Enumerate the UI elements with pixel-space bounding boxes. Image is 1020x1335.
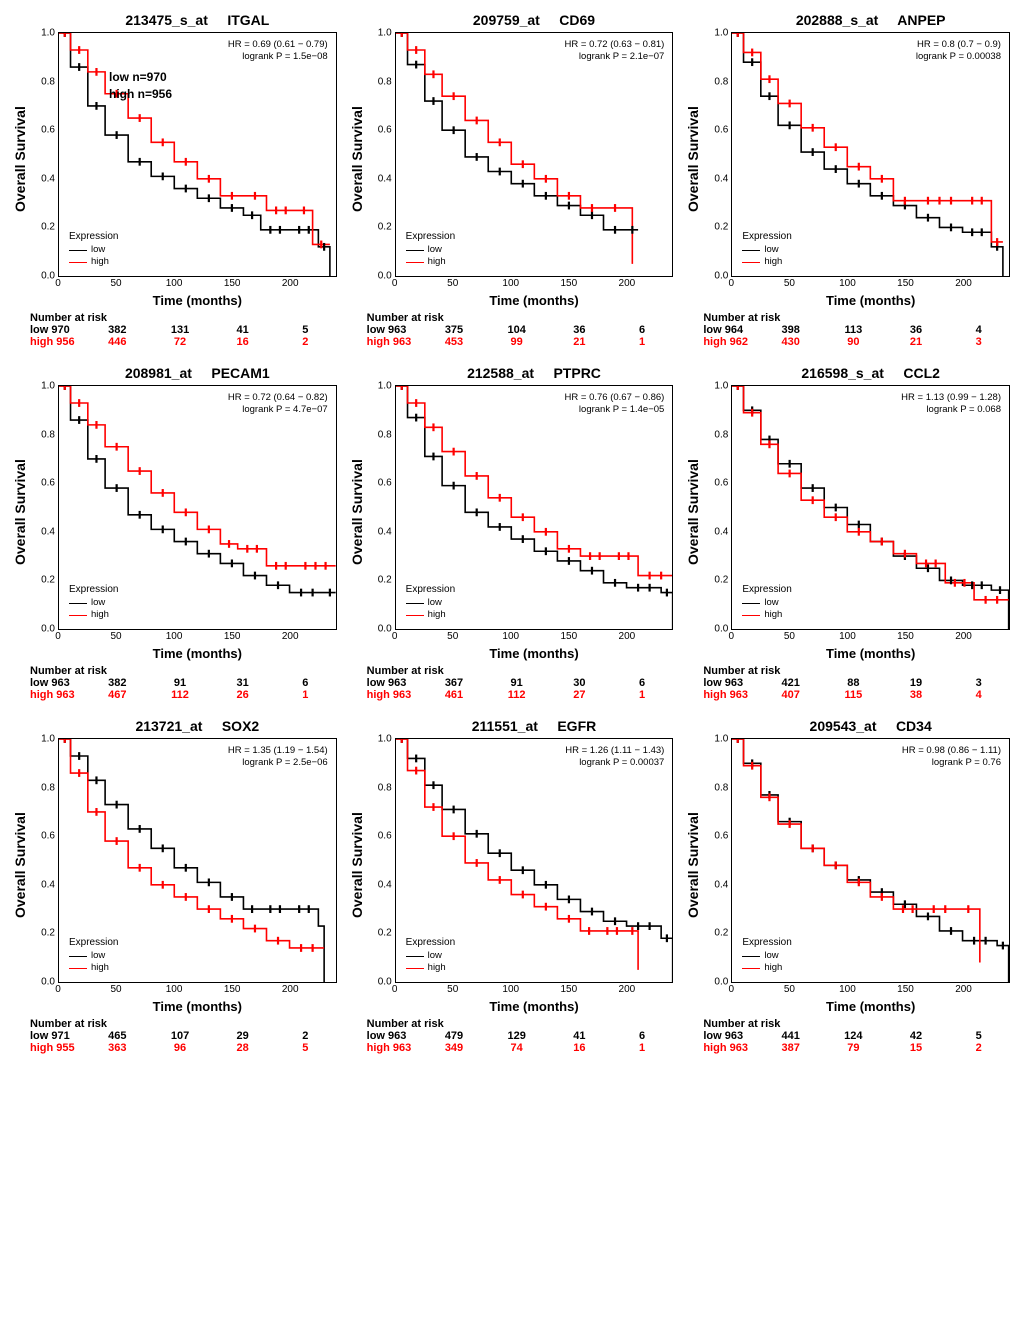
panel-title: 213475_s_at ITGAL	[58, 10, 337, 32]
y-ticks: 0.00.20.40.60.81.0	[704, 386, 730, 629]
y-axis-label: Overall Survival	[10, 716, 30, 1014]
x-axis-label: Time (months)	[58, 997, 337, 1014]
y-ticks: 0.00.20.40.60.81.0	[704, 33, 730, 276]
plot-area: 0.00.20.40.60.81.0 HR = 1.35 (1.19 − 1.5…	[58, 738, 337, 983]
cohort-note: low n=970high n=956	[109, 69, 172, 103]
y-axis-label: Overall Survival	[10, 363, 30, 661]
km-panel: Overall Survival 213721_at SOX2 0.00.20.…	[10, 716, 337, 1054]
y-axis-label: Overall Survival	[347, 10, 367, 308]
x-ticks: 050100150200	[395, 630, 674, 644]
x-axis-label: Time (months)	[395, 291, 674, 308]
y-axis-label: Overall Survival	[683, 363, 703, 661]
hr-stats: HR = 0.98 (0.86 − 1.11)logrank P = 0.76	[902, 745, 1001, 769]
x-ticks: 050100150200	[395, 277, 674, 291]
x-ticks: 050100150200	[395, 983, 674, 997]
km-plot-grid: Overall Survival 213475_s_at ITGAL 0.00.…	[10, 10, 1010, 1054]
number-at-risk: Number at risk low 970382131415 high 956…	[10, 312, 337, 348]
y-axis-label: Overall Survival	[683, 716, 703, 1014]
legend: Expression low high	[69, 937, 118, 974]
y-ticks: 0.00.20.40.60.81.0	[368, 33, 394, 276]
y-ticks: 0.00.20.40.60.81.0	[31, 33, 57, 276]
panel-title: 212588_at PTPRC	[395, 363, 674, 385]
hr-stats: HR = 0.8 (0.7 − 0.9)logrank P = 0.00038	[916, 39, 1001, 63]
x-ticks: 050100150200	[731, 983, 1010, 997]
x-axis-label: Time (months)	[731, 291, 1010, 308]
plot-area: 0.00.20.40.60.81.0 HR = 0.69 (0.61 − 0.7…	[58, 32, 337, 277]
x-axis-label: Time (months)	[395, 644, 674, 661]
plot-area: 0.00.20.40.60.81.0 HR = 1.26 (1.11 − 1.4…	[395, 738, 674, 983]
x-ticks: 050100150200	[58, 983, 337, 997]
x-ticks: 050100150200	[58, 277, 337, 291]
x-axis-label: Time (months)	[58, 291, 337, 308]
x-ticks: 050100150200	[731, 630, 1010, 644]
x-axis-label: Time (months)	[58, 644, 337, 661]
x-ticks: 050100150200	[58, 630, 337, 644]
legend: Expression low high	[742, 937, 791, 974]
plot-area: 0.00.20.40.60.81.0 HR = 0.76 (0.67 − 0.8…	[395, 385, 674, 630]
y-ticks: 0.00.20.40.60.81.0	[704, 739, 730, 982]
plot-area: 0.00.20.40.60.81.0 HR = 0.98 (0.86 − 1.1…	[731, 738, 1010, 983]
y-axis-label: Overall Survival	[347, 716, 367, 1014]
panel-title: 211551_at EGFR	[395, 716, 674, 738]
legend: Expression low high	[406, 584, 455, 621]
legend: Expression low high	[406, 231, 455, 268]
km-panel: Overall Survival 216598_s_at CCL2 0.00.2…	[683, 363, 1010, 701]
panel-title: 209759_at CD69	[395, 10, 674, 32]
legend: Expression low high	[69, 231, 118, 268]
hr-stats: HR = 0.72 (0.63 − 0.81)logrank P = 2.1e−…	[565, 39, 665, 63]
y-ticks: 0.00.20.40.60.81.0	[368, 739, 394, 982]
legend: Expression low high	[69, 584, 118, 621]
number-at-risk: Number at risk low 963441124425 high 963…	[683, 1018, 1010, 1054]
y-axis-label: Overall Survival	[683, 10, 703, 308]
km-panel: Overall Survival 211551_at EGFR 0.00.20.…	[347, 716, 674, 1054]
y-axis-label: Overall Survival	[347, 363, 367, 661]
legend: Expression low high	[742, 231, 791, 268]
plot-area: 0.00.20.40.60.81.0 HR = 0.8 (0.7 − 0.9)l…	[731, 32, 1010, 277]
km-panel: Overall Survival 209543_at CD34 0.00.20.…	[683, 716, 1010, 1054]
x-axis-label: Time (months)	[395, 997, 674, 1014]
panel-title: 208981_at PECAM1	[58, 363, 337, 385]
hr-stats: HR = 1.13 (0.99 − 1.28)logrank P = 0.068	[901, 392, 1001, 416]
number-at-risk: Number at risk low 96336791306 high 9634…	[347, 665, 674, 701]
x-axis-label: Time (months)	[731, 997, 1010, 1014]
hr-stats: HR = 0.69 (0.61 − 0.79)logrank P = 1.5e−…	[228, 39, 328, 63]
number-at-risk: Number at risk low 96342188193 high 9634…	[683, 665, 1010, 701]
km-panel: Overall Survival 213475_s_at ITGAL 0.00.…	[10, 10, 337, 348]
panel-title: 216598_s_at CCL2	[731, 363, 1010, 385]
panel-title: 213721_at SOX2	[58, 716, 337, 738]
km-panel: Overall Survival 209759_at CD69 0.00.20.…	[347, 10, 674, 348]
y-axis-label: Overall Survival	[10, 10, 30, 308]
panel-title: 202888_s_at ANPEP	[731, 10, 1010, 32]
plot-area: 0.00.20.40.60.81.0 HR = 1.13 (0.99 − 1.2…	[731, 385, 1010, 630]
legend: Expression low high	[742, 584, 791, 621]
y-ticks: 0.00.20.40.60.81.0	[368, 386, 394, 629]
number-at-risk: Number at risk low 96338291316 high 9634…	[10, 665, 337, 701]
number-at-risk: Number at risk low 963479129416 high 963…	[347, 1018, 674, 1054]
km-panel: Overall Survival 208981_at PECAM1 0.00.2…	[10, 363, 337, 701]
hr-stats: HR = 1.35 (1.19 − 1.54)logrank P = 2.5e−…	[228, 745, 328, 769]
number-at-risk: Number at risk low 963375104366 high 963…	[347, 312, 674, 348]
plot-area: 0.00.20.40.60.81.0 HR = 0.72 (0.63 − 0.8…	[395, 32, 674, 277]
x-axis-label: Time (months)	[731, 644, 1010, 661]
hr-stats: HR = 0.76 (0.67 − 0.86)logrank P = 1.4e−…	[565, 392, 665, 416]
plot-area: 0.00.20.40.60.81.0 HR = 0.72 (0.64 − 0.8…	[58, 385, 337, 630]
number-at-risk: Number at risk low 964398113364 high 962…	[683, 312, 1010, 348]
y-ticks: 0.00.20.40.60.81.0	[31, 739, 57, 982]
hr-stats: HR = 1.26 (1.11 − 1.43)logrank P = 0.000…	[565, 745, 664, 769]
number-at-risk: Number at risk low 971465107292 high 955…	[10, 1018, 337, 1054]
legend: Expression low high	[406, 937, 455, 974]
x-ticks: 050100150200	[731, 277, 1010, 291]
panel-title: 209543_at CD34	[731, 716, 1010, 738]
km-panel: Overall Survival 202888_s_at ANPEP 0.00.…	[683, 10, 1010, 348]
km-panel: Overall Survival 212588_at PTPRC 0.00.20…	[347, 363, 674, 701]
y-ticks: 0.00.20.40.60.81.0	[31, 386, 57, 629]
hr-stats: HR = 0.72 (0.64 − 0.82)logrank P = 4.7e−…	[228, 392, 328, 416]
